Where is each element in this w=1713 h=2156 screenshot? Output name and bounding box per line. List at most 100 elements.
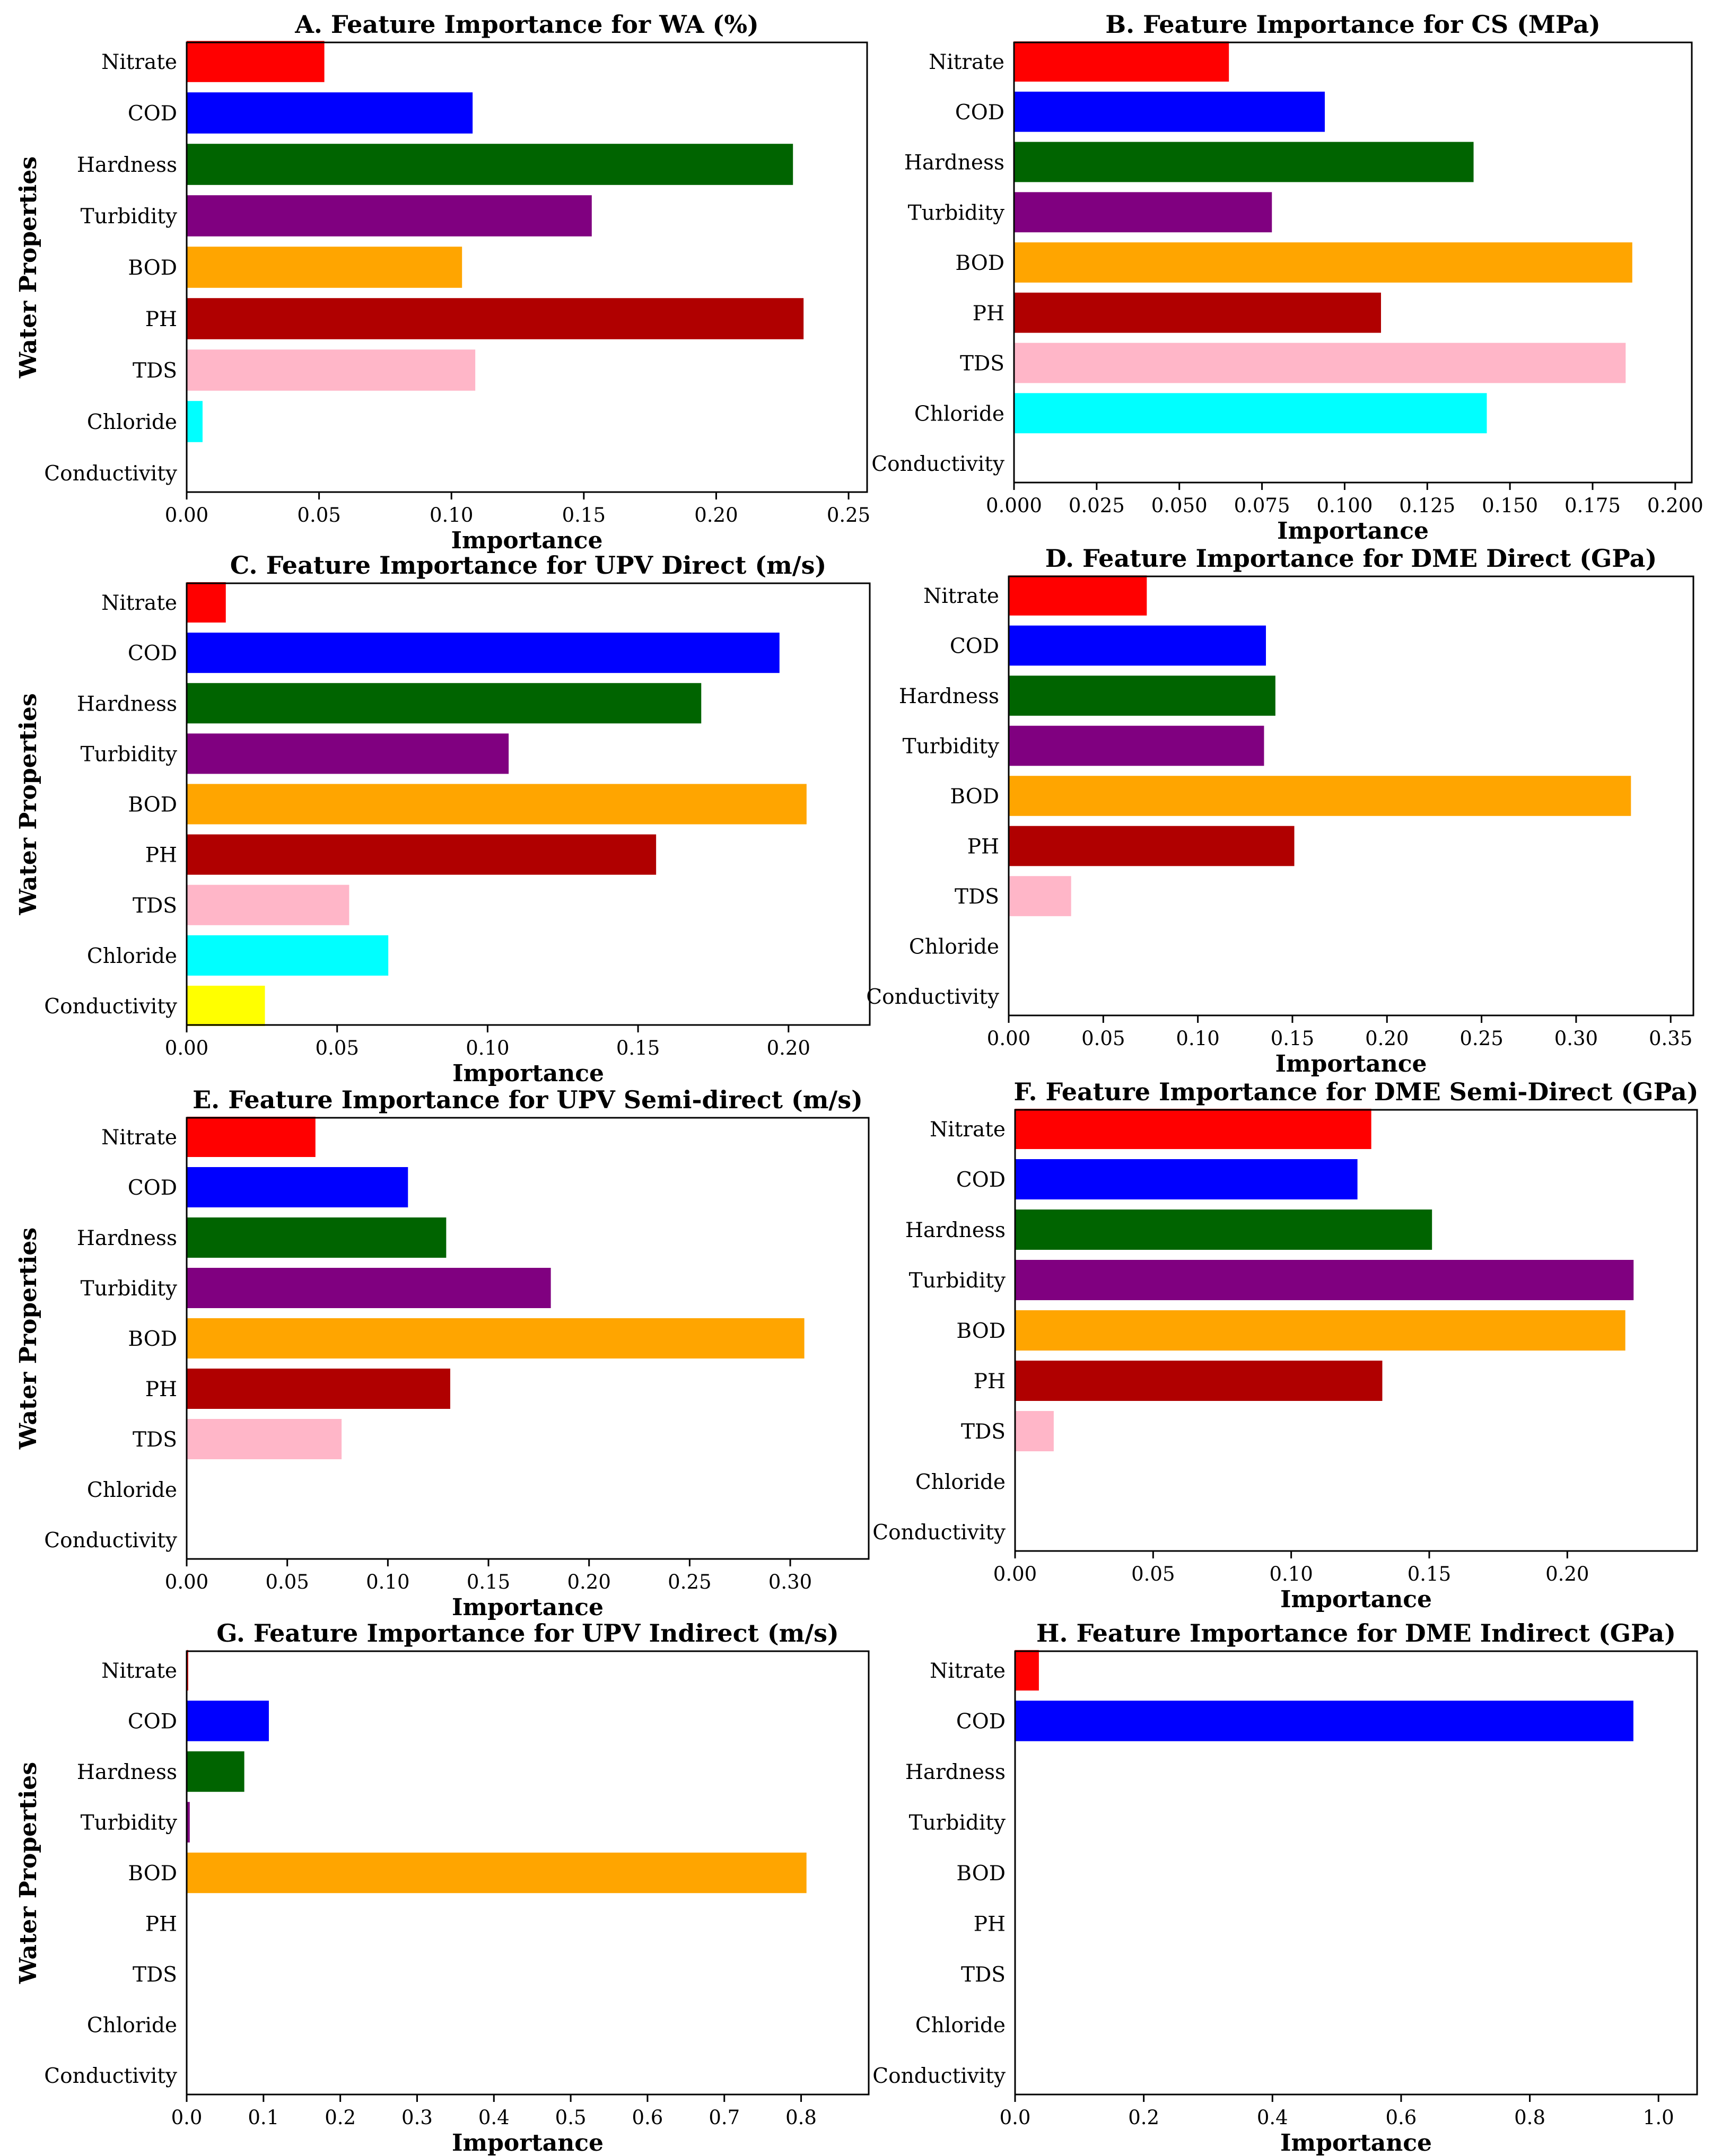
chart-h-category-label: Turbidity — [909, 1811, 1006, 1835]
chart-e-category-label: Nitrate — [101, 1126, 177, 1150]
chart-g-x-tick-label: 0.2 — [325, 2106, 356, 2129]
chart-b-x-tick-label: 0.025 — [1069, 494, 1125, 517]
chart-f-title: F. Feature Importance for DME Semi-Direc… — [1014, 1077, 1699, 1106]
chart-e-bar-bod — [187, 1318, 805, 1359]
chart-f-category-label: TDS — [961, 1420, 1006, 1444]
chart-g-category-label: PH — [145, 1913, 177, 1936]
chart-f-x-tick-label: 0.15 — [1408, 1563, 1451, 1585]
chart-h-category-label: BOD — [956, 1862, 1006, 1886]
chart-d-bar-tds — [1009, 876, 1071, 916]
chart-b-category-label: Nitrate — [929, 50, 1004, 74]
chart-b-bar-tds — [1014, 343, 1626, 383]
chart-e-bar-tds — [187, 1419, 342, 1459]
chart-e-bar-cod — [187, 1167, 408, 1207]
chart-a-category-label: PH — [145, 308, 177, 331]
chart-c-category-label: Chloride — [87, 944, 177, 968]
chart-b-bar-hardness — [1014, 142, 1474, 182]
chart-g-category-label: Nitrate — [101, 1659, 177, 1683]
chart-e-category-label: Chloride — [87, 1478, 177, 1502]
chart-a-x-tick-label: 0.25 — [827, 504, 870, 527]
chart-d-category-label: Turbidity — [903, 735, 999, 759]
chart-g-bar-bod — [187, 1852, 807, 1894]
chart-g-category-label: Chloride — [87, 2014, 177, 2038]
chart-b-x-tick-label: 0.075 — [1234, 494, 1290, 517]
chart-d-bar-cod — [1009, 625, 1266, 666]
chart-c-title: C. Feature Importance for UPV Direct (m/… — [230, 551, 826, 580]
chart-h-x-tick-label: 0.0 — [1000, 2106, 1031, 2129]
chart-a-title: A. Feature Importance for WA (%) — [294, 10, 759, 39]
chart-b-category-label: Hardness — [904, 151, 1004, 175]
chart-d-x-tick-label: 0.20 — [1365, 1027, 1409, 1050]
chart-a-category-label: Conductivity — [44, 462, 177, 486]
chart-c-bar-hardness — [187, 683, 702, 724]
chart-c-bar-conductivity — [187, 985, 265, 1027]
chart-h-title: H. Feature Importance for DME Indirect (… — [1036, 1619, 1676, 1647]
chart-h-x-tick-label: 0.4 — [1257, 2106, 1288, 2129]
chart-b-category-label: Conductivity — [871, 452, 1004, 476]
chart-a-bar-hardness — [187, 144, 793, 185]
chart-b-x-axis-label: Importance — [1277, 518, 1429, 545]
chart-g-category-label: COD — [128, 1710, 177, 1734]
chart-e-category-label: TDS — [133, 1428, 177, 1452]
chart-b-category-label: Turbidity — [908, 201, 1004, 225]
chart-f-bar-ph — [1015, 1361, 1383, 1401]
chart-c-category-label: Hardness — [77, 692, 177, 716]
chart-h-bar-cod — [1015, 1701, 1633, 1741]
chart-e-category-label: Hardness — [77, 1226, 177, 1250]
chart-e-x-tick-label: 0.20 — [567, 1571, 611, 1593]
chart-c-bar-turbidity — [187, 733, 509, 774]
chart-g-bar-turbidity — [187, 1802, 190, 1843]
chart-h-category-label: COD — [956, 1710, 1006, 1734]
chart-a-category-label: COD — [128, 102, 177, 126]
chart-d-category-label: Chloride — [909, 935, 999, 959]
chart-e-bar-nitrate — [187, 1117, 316, 1157]
chart-d-bar-hardness — [1009, 676, 1275, 716]
chart-g-x-tick-label: 0.5 — [555, 2106, 587, 2129]
chart-g-y-axis-label: Water Properties — [15, 1762, 42, 1984]
chart-f-category-label: Chloride — [915, 1470, 1006, 1494]
chart-f-category-label: COD — [956, 1168, 1006, 1192]
chart-b-category-label: PH — [973, 302, 1004, 326]
chart-g-x-tick-label: 0.1 — [248, 2106, 279, 2129]
chart-c-bar-chloride — [187, 935, 389, 976]
chart-f-category-label: BOD — [956, 1319, 1006, 1343]
chart-g-bar-hardness — [187, 1751, 244, 1792]
chart-b-bar-nitrate — [1014, 41, 1229, 82]
chart-h-x-tick-label: 0.2 — [1128, 2106, 1159, 2129]
chart-b-x-tick-label: 0.050 — [1151, 494, 1208, 517]
chart-d-category-label: Hardness — [899, 685, 999, 708]
chart-g-category-label: BOD — [128, 1862, 177, 1886]
chart-b-x-tick-label: 0.150 — [1482, 494, 1538, 517]
chart-a-x-axis-label: Importance — [451, 527, 602, 554]
chart-f-x-axis-label: Importance — [1280, 1586, 1432, 1613]
chart-e-x-tick-label: 0.10 — [366, 1571, 409, 1593]
chart-e-category-label: Turbidity — [81, 1277, 177, 1301]
chart-h-category-label: Conductivity — [872, 2064, 1006, 2088]
chart-c-bar-cod — [187, 633, 780, 673]
chart-d-category-label: Nitrate — [923, 584, 999, 608]
chart-a-category-label: Nitrate — [101, 50, 177, 74]
chart-e-bar-ph — [187, 1369, 450, 1409]
chart-g-category-label: TDS — [133, 1963, 177, 1987]
chart-e-category-label: COD — [128, 1176, 177, 1200]
chart-b-bar-chloride — [1014, 393, 1487, 434]
chart-d-x-tick-label: 0.25 — [1459, 1027, 1503, 1050]
chart-c-x-tick-label: 0.15 — [616, 1037, 660, 1059]
chart-g-category-label: Turbidity — [81, 1811, 177, 1835]
chart-c-x-tick-label: 0.05 — [316, 1037, 359, 1059]
chart-c-bar-bod — [187, 784, 807, 825]
chart-d-category-label: BOD — [950, 785, 999, 809]
chart-f-bar-bod — [1015, 1310, 1625, 1351]
chart-d-title: D. Feature Importance for DME Direct (GP… — [1045, 544, 1657, 573]
chart-b-x-tick-label: 0.100 — [1316, 494, 1373, 517]
chart-c-category-label: Conductivity — [44, 995, 177, 1019]
chart-g-bar-cod — [187, 1701, 269, 1741]
chart-h-category-label: Hardness — [905, 1760, 1006, 1784]
chart-b-bar-ph — [1014, 292, 1381, 333]
chart-d-category-label: COD — [950, 635, 999, 659]
chart-g-category-label: Hardness — [77, 1760, 177, 1784]
chart-c-category-label: COD — [128, 642, 177, 665]
chart-d-category-label: TDS — [955, 885, 999, 909]
chart-d-x-axis-label: Importance — [1275, 1050, 1427, 1077]
